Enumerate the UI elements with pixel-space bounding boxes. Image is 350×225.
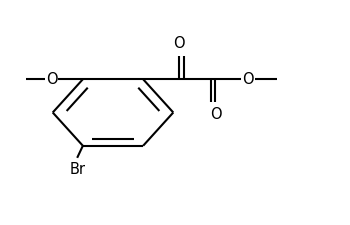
Text: O: O [174, 36, 185, 51]
Text: O: O [210, 107, 221, 122]
Text: O: O [46, 72, 58, 87]
Text: Br: Br [69, 162, 85, 177]
Text: O: O [242, 72, 254, 87]
